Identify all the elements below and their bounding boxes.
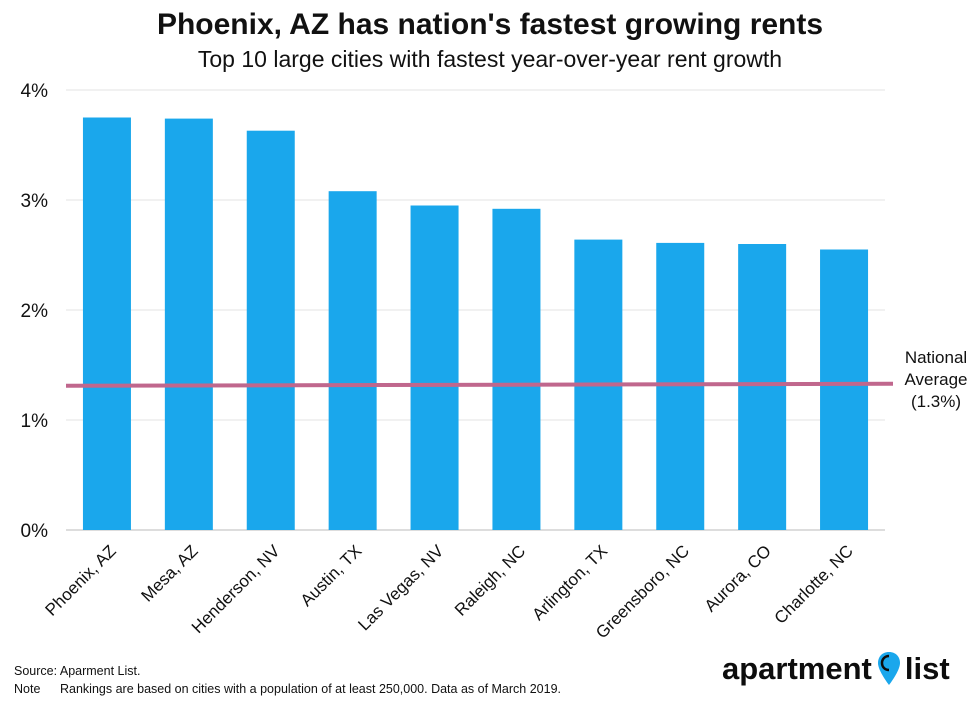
apartment-list-logo: apartment list: [722, 650, 950, 688]
national-average-label: Average: [904, 370, 967, 389]
y-tick-label: 0%: [21, 521, 49, 542]
chart-subtitle: Top 10 large cities with fastest year-ov…: [197, 46, 783, 72]
bar-chart: National Average (1.3%) 0% 1% 2% 3% 4% Phoenix…: [21, 81, 968, 642]
x-category-label: Las Vegas, NV: [354, 541, 447, 634]
bar: [164, 118, 213, 530]
bar: [492, 208, 541, 531]
x-category-label: Mesa, AZ: [137, 541, 201, 605]
x-category-label: Aurora, CO: [701, 541, 775, 615]
bar: [82, 117, 131, 530]
x-category-label: Arlington, TX: [528, 541, 611, 624]
bar: [738, 244, 787, 530]
bars: [82, 117, 869, 531]
source-note: Source: Aparment List.: [14, 664, 141, 678]
x-category-label: Charlotte, NC: [771, 541, 857, 627]
bar: [656, 242, 705, 530]
logo-word-apartment: apartment: [722, 651, 872, 686]
bar: [820, 249, 869, 530]
logo-word-list: list: [904, 651, 950, 686]
national-average-line: [65, 381, 894, 388]
bar: [328, 191, 377, 530]
national-average-label: National: [905, 348, 967, 367]
y-tick-label: 3%: [21, 191, 49, 212]
x-category-label: Henderson, NV: [188, 541, 284, 637]
footnote: Note Rankings are based on cities with a …: [14, 682, 561, 696]
x-category-label: Raleigh, NC: [451, 541, 529, 619]
y-axis-ticks: 0% 1% 2% 3% 4%: [21, 81, 49, 542]
chart-title: Phoenix, AZ has nation's fastest growing…: [156, 8, 824, 41]
bar: [410, 205, 459, 530]
y-tick-label: 4%: [21, 81, 49, 102]
y-tick-label: 1%: [21, 411, 49, 432]
national-average-label: (1.3%): [911, 392, 961, 411]
y-tick-label: 2%: [21, 301, 49, 322]
national-average-line-group: National Average (1.3%): [65, 348, 968, 411]
x-category-label: Austin, TX: [297, 541, 366, 610]
note-label: Note: [14, 682, 41, 696]
note-text: Rankings are based on cities with a popu…: [60, 682, 562, 696]
map-pin-icon: [877, 652, 900, 685]
bar: [246, 130, 295, 530]
x-category-label: Phoenix, AZ: [42, 541, 120, 619]
